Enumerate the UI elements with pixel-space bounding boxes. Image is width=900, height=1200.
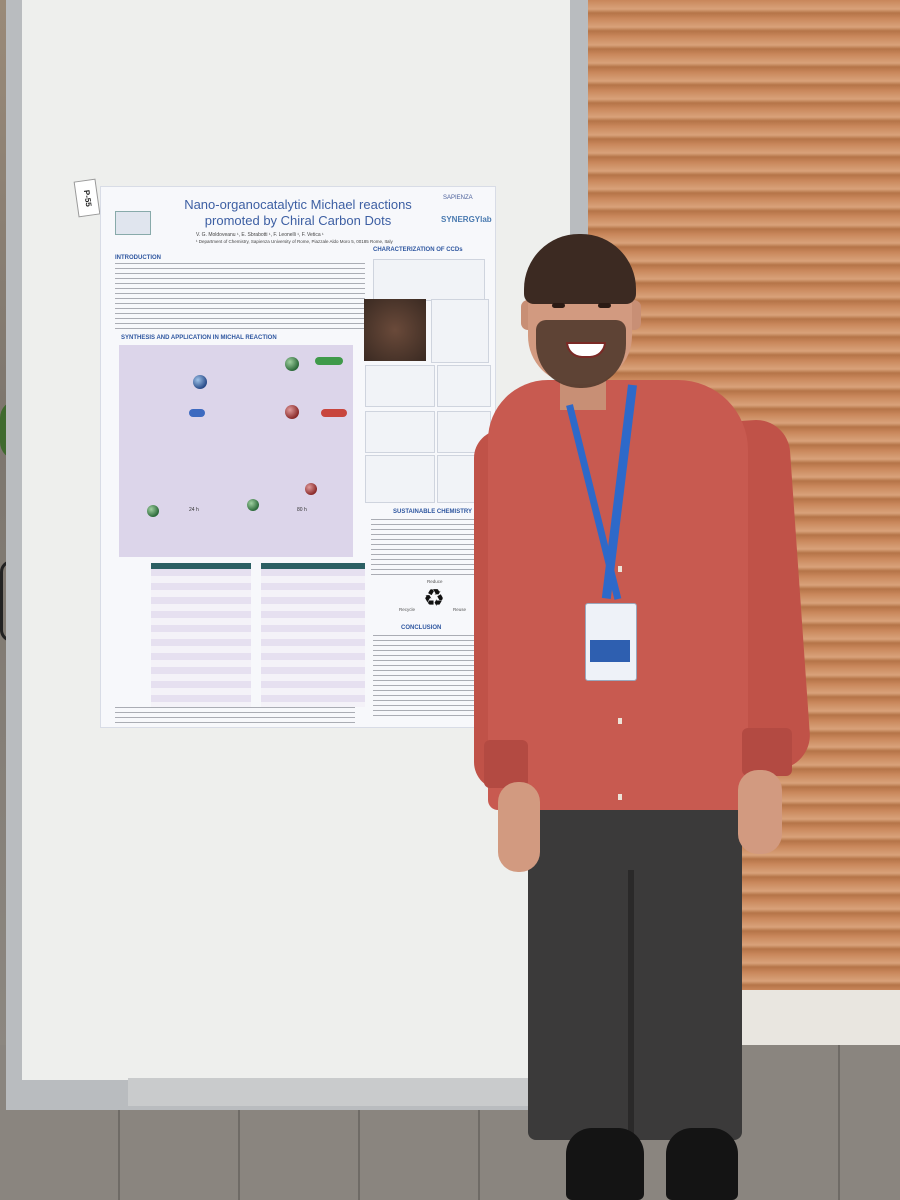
recycle-label-recycle: Recycle — [399, 607, 416, 612]
scientific-poster: Nano-organocatalytic Michael reactions p… — [100, 186, 496, 728]
catalyst-label — [321, 409, 347, 417]
conclusion-text — [373, 635, 489, 719]
poster-affiliation: ¹ Department of Chemistry, Sapienza Univ… — [196, 239, 393, 244]
synergy-lab-logo: SYNERGYlab — [441, 215, 492, 224]
carbon-dot — [285, 405, 299, 419]
sustainable-text — [371, 519, 489, 579]
poster-title: Nano-organocatalytic Michael reactions p… — [184, 197, 412, 228]
shirt-cuff — [484, 740, 528, 788]
sapienza-logo: SAPIENZA — [443, 195, 473, 201]
person-eye — [552, 303, 565, 308]
reaction-time-label: 24 h — [189, 507, 199, 513]
recycle-label-reduce: Reduce — [427, 579, 443, 584]
characterization-plot — [437, 365, 491, 407]
person-trousers — [528, 780, 742, 1140]
catalyst-label — [315, 357, 343, 365]
person-left-hand — [498, 782, 540, 872]
section-introduction: INTRODUCTION — [115, 255, 161, 261]
recycle-label-reuse: Reuse — [453, 607, 467, 612]
badge-stripe — [590, 640, 630, 662]
poster-board-base — [128, 1078, 568, 1106]
synthesis-scheme — [119, 345, 353, 557]
results-table — [261, 563, 365, 707]
person-shoe — [666, 1128, 738, 1200]
references-text — [115, 707, 355, 725]
person-right-hand — [738, 770, 782, 854]
carbon-dot — [305, 483, 317, 495]
trouser-seam — [628, 870, 634, 1140]
catalyst-label — [189, 409, 205, 417]
characterization-plot — [365, 365, 435, 407]
reaction-time-label: 80 h — [297, 507, 307, 513]
characterization-plot — [431, 299, 489, 363]
characterization-plot — [365, 411, 435, 453]
shirt-cuff — [742, 728, 792, 776]
poster-authors: V. G. Moldoveanu ¹, E. Sbrabotti ¹, F. L… — [196, 232, 324, 238]
tem-image — [364, 299, 426, 361]
carbon-dot — [147, 505, 159, 517]
introduction-text — [115, 263, 365, 329]
recycle-icon: ♻ — [423, 585, 445, 612]
section-characterization: CHARACTERIZATION OF CCDs — [373, 247, 463, 253]
section-sustainable: SUSTAINABLE CHEMISTRY — [393, 509, 473, 515]
results-table — [151, 563, 251, 707]
section-synthesis: SYNTHESIS AND APPLICATION IN MICHAL REAC… — [121, 335, 277, 341]
characterization-plot — [365, 455, 435, 503]
person-shoe — [566, 1128, 644, 1200]
university-logo — [115, 211, 151, 235]
carbon-dot — [193, 375, 207, 389]
section-conclusion: CONCLUSION — [401, 625, 442, 631]
carbon-dot — [285, 357, 299, 371]
person-eye — [598, 303, 611, 308]
carbon-dot — [247, 499, 259, 511]
characterization-scheme — [373, 259, 485, 301]
